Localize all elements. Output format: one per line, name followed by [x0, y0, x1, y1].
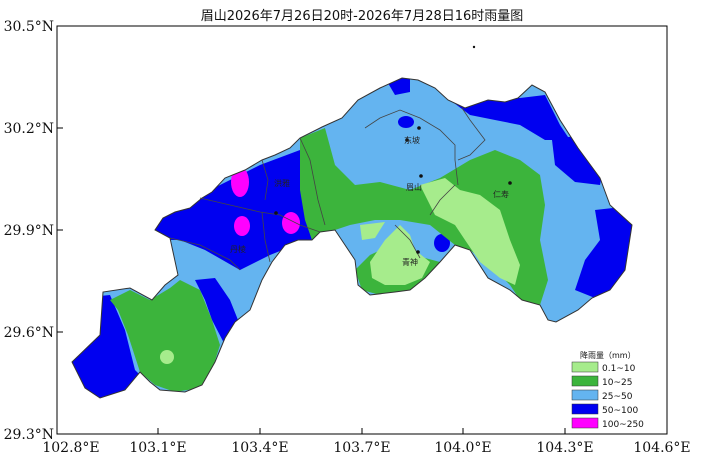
- region-outline: [71, 77, 633, 399]
- x-tick-label: 104.6°E: [633, 440, 690, 456]
- county-line-b: [457, 107, 486, 161]
- y-tick-label: 30.2°N: [4, 121, 54, 137]
- city-label-renshou: 仁寿: [493, 189, 509, 199]
- y-tick-label: 30.5°N: [4, 19, 54, 35]
- city-dot-a: [417, 126, 421, 130]
- band-0-10-south: [370, 225, 430, 285]
- x-tick-label: 104.0°E: [434, 440, 491, 456]
- city-label-hongya: 洪雅: [274, 178, 290, 188]
- county-line-c: [429, 184, 456, 216]
- county-line-d: [199, 197, 321, 233]
- legend-label-50-100: 50~100: [602, 406, 638, 416]
- map-title: 眉山2026年7月26日20时-2026年7月28日16时雨量图: [201, 9, 524, 24]
- band-50-100-spot-b: [434, 234, 450, 252]
- legend-swatch-100-250: [571, 417, 599, 429]
- y-tick-label: 29.3°N: [4, 427, 54, 443]
- x-tick-label: 104.3°E: [536, 440, 593, 456]
- band-100-250-b: [234, 216, 250, 236]
- county-boundaries: [169, 107, 486, 271]
- legend-swatch-0-10: [571, 361, 599, 373]
- band-0-10-spot: [360, 222, 385, 240]
- city-label-dongpo: 东坡: [404, 135, 420, 145]
- band-50-100-south: [195, 278, 240, 345]
- legend-label-25-50: 25~50: [602, 392, 633, 402]
- city-dot-renshou: [508, 181, 512, 185]
- county-line-e: [261, 211, 271, 263]
- y-axis: 30.5°N 30.2°N 29.9°N 29.6°N 29.3°N: [4, 19, 63, 443]
- y-tick-label: 29.6°N: [4, 325, 54, 341]
- city-dot-meishan: [419, 174, 423, 178]
- legend-title: 降雨量（mm）: [580, 350, 636, 360]
- city-dot-danling: [274, 211, 278, 215]
- city-label-danling: 丹棱: [230, 244, 246, 254]
- county-line-f: [261, 159, 269, 201]
- x-axis: 102.8°E 103.1°E 103.4°E 103.7°E 104.0°E …: [42, 428, 691, 456]
- band-0-10-east: [420, 178, 520, 285]
- legend-swatch-10-25: [571, 375, 599, 387]
- band-50-100-north: [450, 95, 570, 140]
- x-tick-label: 103.1°E: [129, 440, 186, 456]
- x-tick-label: 103.4°E: [231, 440, 288, 456]
- band-0-10-spot-sw: [160, 350, 174, 364]
- county-line-i: [169, 237, 241, 271]
- city-dot-qingshen: [416, 250, 420, 254]
- city-dot-b: [472, 45, 476, 49]
- city-dot-dongpo: [405, 138, 409, 142]
- band-10-25-southwest: [110, 280, 220, 392]
- legend-swatch-50-100: [571, 403, 599, 415]
- legend: 降雨量（mm） 0.1~10 10~25 25~50 50~100 100~25…: [571, 350, 644, 430]
- band-50-100-spot-a: [398, 116, 414, 128]
- legend-swatch-25-50: [571, 389, 599, 401]
- band-100-250-c: [282, 212, 300, 234]
- x-tick-label: 102.8°E: [42, 440, 99, 456]
- city-label-qingshen: 青神: [402, 257, 418, 267]
- city-dots: [274, 45, 512, 254]
- county-line-a: [364, 109, 459, 186]
- legend-label-0-10: 0.1~10: [602, 364, 636, 374]
- band-100-250-a: [231, 167, 249, 197]
- county-line-g: [299, 137, 326, 226]
- y-tick-label: 29.9°N: [4, 223, 54, 239]
- legend-label-100-250: 100~250: [602, 420, 644, 430]
- x-tick-label: 103.7°E: [333, 440, 390, 456]
- city-label-meishan: 眉山: [406, 182, 422, 192]
- legend-label-10-25: 10~25: [602, 378, 632, 388]
